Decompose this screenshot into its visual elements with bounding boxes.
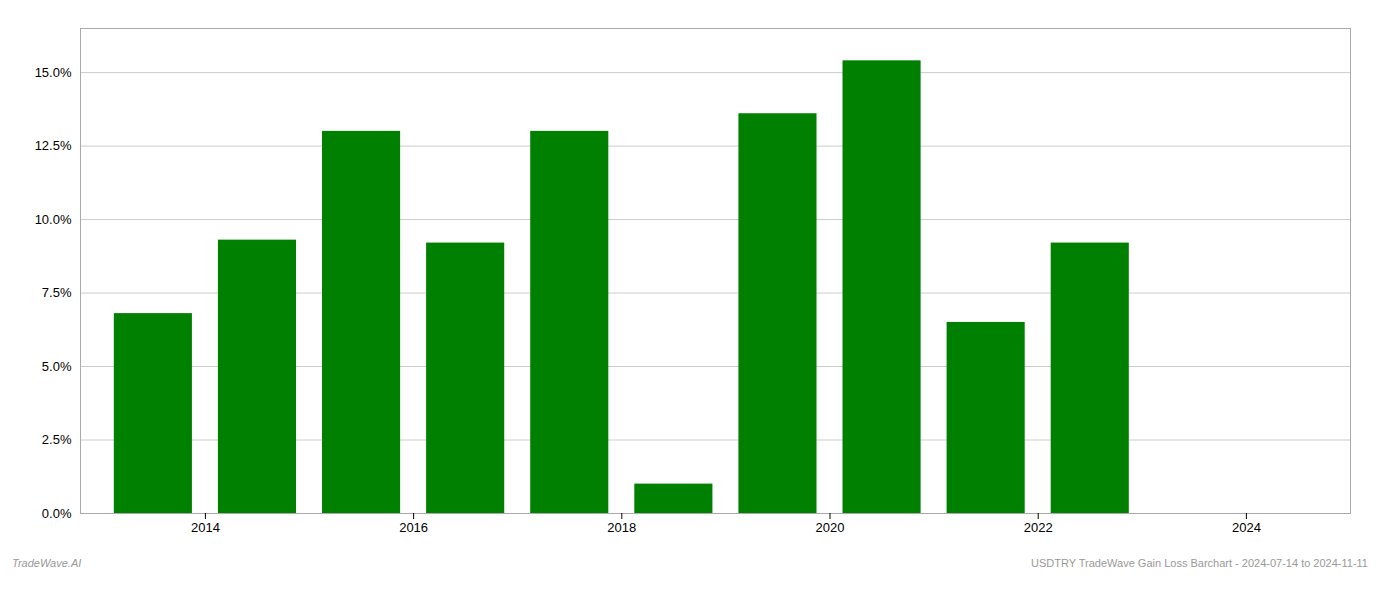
svg-text:2014: 2014 — [191, 520, 220, 535]
svg-text:7.5%: 7.5% — [42, 285, 72, 300]
svg-text:2024: 2024 — [1232, 520, 1261, 535]
svg-text:0.0%: 0.0% — [42, 506, 72, 521]
svg-text:15.0%: 15.0% — [35, 65, 72, 80]
svg-text:2016: 2016 — [399, 520, 428, 535]
html-text:USDTRY TradeWave Gain Loss Bar: USDTRY TradeWave Gain Loss Barchart - 20… — [1031, 557, 1368, 569]
svg-text:2020: 2020 — [816, 520, 845, 535]
svg-text:2018: 2018 — [607, 520, 636, 535]
svg-text:10.0%: 10.0% — [35, 212, 72, 227]
svg-text:12.5%: 12.5% — [35, 138, 72, 153]
svg-text:2022: 2022 — [1024, 520, 1053, 535]
html-text:TradeWave.AI: TradeWave.AI — [12, 557, 82, 569]
svg-text:2.5%: 2.5% — [42, 432, 72, 447]
svg-text:5.0%: 5.0% — [42, 359, 72, 374]
